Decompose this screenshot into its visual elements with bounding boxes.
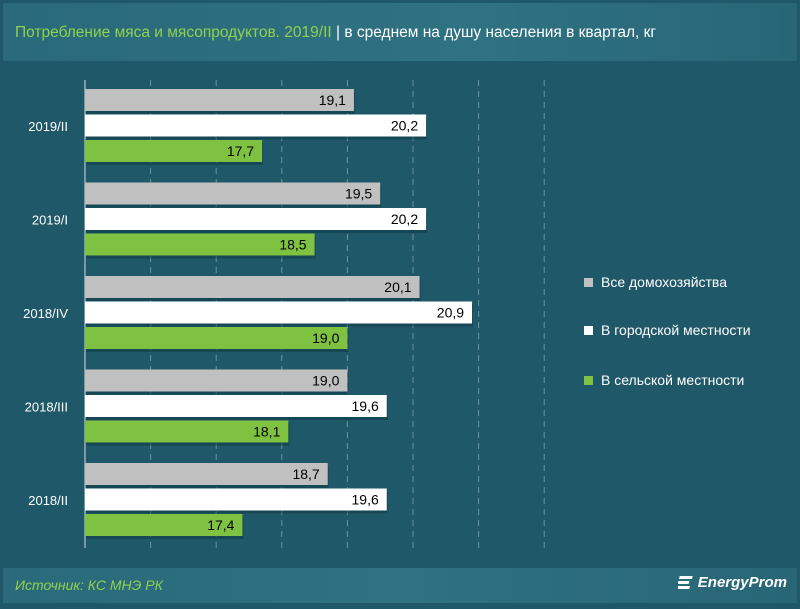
category-label: 2019/I	[32, 213, 68, 228]
category-label: 2018/III	[25, 400, 68, 415]
title-main: Потребление мяса и мясопродуктов. 2019/I…	[15, 24, 332, 41]
data-label: 20,2	[391, 211, 418, 227]
bar	[85, 463, 328, 485]
data-label: 17,7	[227, 143, 254, 159]
legend-label: Все домохозяйства	[601, 274, 727, 290]
bar	[85, 114, 427, 137]
bar	[85, 89, 354, 111]
logo-icon	[677, 575, 693, 589]
bar	[85, 208, 427, 230]
bar	[85, 369, 348, 392]
data-label: 19,6	[352, 492, 379, 508]
data-label: 18,7	[292, 466, 319, 482]
data-label: 19,0	[312, 330, 339, 346]
legend-swatch	[584, 375, 593, 385]
legend-swatch	[584, 277, 593, 287]
bar	[85, 301, 473, 324]
legend-item-urban: В городской местности	[584, 322, 751, 338]
data-label: 18,5	[279, 237, 306, 253]
energyprom-logo: EnergyProm	[677, 574, 787, 591]
bar	[85, 395, 387, 417]
bar	[85, 276, 420, 298]
source-note: Источник: КС МНЭ РК	[15, 577, 163, 593]
bar	[85, 182, 381, 205]
data-label: 20,2	[391, 118, 418, 134]
bar	[85, 420, 289, 443]
data-label: 18,1	[253, 424, 280, 440]
data-label: 20,1	[384, 279, 411, 295]
bar	[85, 233, 315, 256]
bar	[85, 140, 263, 162]
legend-label: В сельской местности	[601, 372, 745, 388]
bar	[85, 514, 243, 536]
bar	[85, 327, 348, 349]
footer-bar: Источник: КС МНЭ РК EnergyProm	[3, 568, 797, 603]
data-label: 19,6	[352, 398, 379, 414]
logo-text: EnergyProm	[697, 574, 787, 591]
category-label: 2018/II	[28, 493, 68, 508]
category-label: 2019/II	[28, 119, 68, 134]
bar	[85, 488, 387, 511]
title-subtitle: в среднем на душу населения в квартал, к…	[344, 24, 657, 41]
data-label: 17,4	[207, 517, 234, 533]
legend-item-rural: В сельской местности	[584, 372, 744, 388]
title-separator: |	[331, 24, 345, 41]
data-label: 19,0	[312, 373, 339, 389]
legend-swatch	[584, 325, 593, 335]
data-label: 20,9	[437, 305, 464, 321]
data-label: 19,5	[345, 186, 372, 202]
title-bar: Потребление мяса и мясопродуктов. 2019/I…	[3, 3, 797, 61]
data-label: 19,1	[319, 92, 346, 108]
legend-label: В городской местности	[601, 322, 751, 338]
chart-title: Потребление мяса и мясопродуктов. 2019/I…	[15, 24, 656, 42]
category-label: 2018/IV	[23, 306, 68, 321]
legend-item-all: Все домохозяйства	[584, 274, 727, 290]
